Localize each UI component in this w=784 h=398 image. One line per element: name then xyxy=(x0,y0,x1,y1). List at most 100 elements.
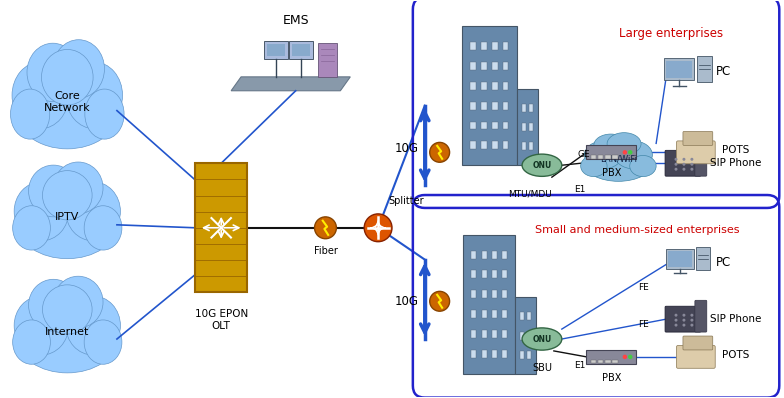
FancyBboxPatch shape xyxy=(527,332,531,339)
FancyBboxPatch shape xyxy=(529,142,533,150)
Ellipse shape xyxy=(607,133,641,155)
FancyBboxPatch shape xyxy=(683,336,713,350)
FancyBboxPatch shape xyxy=(195,163,247,293)
FancyBboxPatch shape xyxy=(481,101,487,109)
Polygon shape xyxy=(231,77,350,91)
Text: Fiber: Fiber xyxy=(314,246,337,256)
FancyBboxPatch shape xyxy=(521,104,526,112)
Text: SBU: SBU xyxy=(532,363,552,373)
FancyBboxPatch shape xyxy=(612,359,618,363)
FancyBboxPatch shape xyxy=(696,247,710,271)
Text: Small and medium-sized enterprises: Small and medium-sized enterprises xyxy=(535,225,739,235)
FancyBboxPatch shape xyxy=(481,310,487,318)
Text: FE: FE xyxy=(638,283,649,292)
Ellipse shape xyxy=(14,296,69,355)
FancyBboxPatch shape xyxy=(586,350,637,364)
FancyBboxPatch shape xyxy=(481,62,487,70)
Circle shape xyxy=(674,163,677,166)
FancyBboxPatch shape xyxy=(521,142,526,150)
FancyBboxPatch shape xyxy=(481,121,487,129)
Ellipse shape xyxy=(66,182,121,241)
Circle shape xyxy=(674,324,677,327)
Text: E1: E1 xyxy=(574,361,585,370)
Circle shape xyxy=(691,168,693,171)
FancyBboxPatch shape xyxy=(492,350,497,358)
FancyBboxPatch shape xyxy=(529,104,533,112)
FancyBboxPatch shape xyxy=(527,351,531,359)
Ellipse shape xyxy=(10,89,49,139)
Circle shape xyxy=(682,314,685,317)
Text: FE: FE xyxy=(638,320,649,329)
FancyBboxPatch shape xyxy=(695,144,707,176)
FancyBboxPatch shape xyxy=(503,330,507,338)
Ellipse shape xyxy=(84,206,122,250)
FancyBboxPatch shape xyxy=(668,251,692,267)
FancyBboxPatch shape xyxy=(492,291,497,298)
FancyBboxPatch shape xyxy=(481,330,487,338)
Circle shape xyxy=(691,314,693,317)
FancyBboxPatch shape xyxy=(503,310,507,318)
FancyBboxPatch shape xyxy=(503,82,509,90)
Text: PBX: PBX xyxy=(602,168,621,178)
Circle shape xyxy=(691,163,693,166)
FancyBboxPatch shape xyxy=(520,312,524,320)
Ellipse shape xyxy=(28,165,78,217)
Ellipse shape xyxy=(27,43,78,101)
FancyBboxPatch shape xyxy=(492,251,497,259)
Text: 10G: 10G xyxy=(395,142,419,155)
Text: Large enterprises: Large enterprises xyxy=(619,27,724,40)
FancyBboxPatch shape xyxy=(318,43,337,77)
Text: LAN/WiFi: LAN/WiFi xyxy=(600,154,637,164)
FancyBboxPatch shape xyxy=(492,121,498,129)
Ellipse shape xyxy=(13,206,50,250)
FancyBboxPatch shape xyxy=(481,42,487,50)
FancyBboxPatch shape xyxy=(605,155,611,158)
Ellipse shape xyxy=(584,141,622,169)
Ellipse shape xyxy=(66,296,121,355)
Text: SIP Phone: SIP Phone xyxy=(710,314,761,324)
Ellipse shape xyxy=(42,49,93,105)
FancyBboxPatch shape xyxy=(470,121,476,129)
FancyBboxPatch shape xyxy=(695,300,707,332)
Text: ONU: ONU xyxy=(532,161,552,170)
Circle shape xyxy=(691,158,693,161)
FancyBboxPatch shape xyxy=(470,82,476,90)
Circle shape xyxy=(365,214,392,242)
FancyBboxPatch shape xyxy=(677,141,715,164)
FancyBboxPatch shape xyxy=(471,271,477,279)
FancyBboxPatch shape xyxy=(598,359,604,363)
Circle shape xyxy=(674,168,677,171)
Text: ONU: ONU xyxy=(532,334,552,343)
FancyBboxPatch shape xyxy=(481,271,487,279)
FancyBboxPatch shape xyxy=(520,332,524,339)
FancyBboxPatch shape xyxy=(591,359,597,363)
Ellipse shape xyxy=(53,162,103,214)
Ellipse shape xyxy=(522,154,562,176)
Circle shape xyxy=(314,217,336,239)
Ellipse shape xyxy=(66,62,122,129)
FancyBboxPatch shape xyxy=(471,350,477,358)
Circle shape xyxy=(430,291,449,311)
Ellipse shape xyxy=(522,328,562,350)
FancyBboxPatch shape xyxy=(503,62,509,70)
Ellipse shape xyxy=(85,89,124,139)
FancyBboxPatch shape xyxy=(471,330,477,338)
FancyBboxPatch shape xyxy=(492,101,498,109)
Text: IPTV: IPTV xyxy=(55,213,79,222)
FancyBboxPatch shape xyxy=(586,145,637,160)
Circle shape xyxy=(674,319,677,322)
Ellipse shape xyxy=(12,62,69,129)
Text: POTS: POTS xyxy=(722,350,749,360)
FancyBboxPatch shape xyxy=(481,350,487,358)
Text: MTU/MDU: MTU/MDU xyxy=(508,189,552,198)
FancyBboxPatch shape xyxy=(481,251,487,259)
Ellipse shape xyxy=(13,320,50,364)
Ellipse shape xyxy=(17,191,117,259)
Circle shape xyxy=(682,319,685,322)
Circle shape xyxy=(628,355,633,359)
Text: PBX: PBX xyxy=(602,373,621,383)
FancyBboxPatch shape xyxy=(666,60,692,78)
FancyBboxPatch shape xyxy=(517,89,539,165)
FancyBboxPatch shape xyxy=(605,359,611,363)
FancyBboxPatch shape xyxy=(492,62,498,70)
